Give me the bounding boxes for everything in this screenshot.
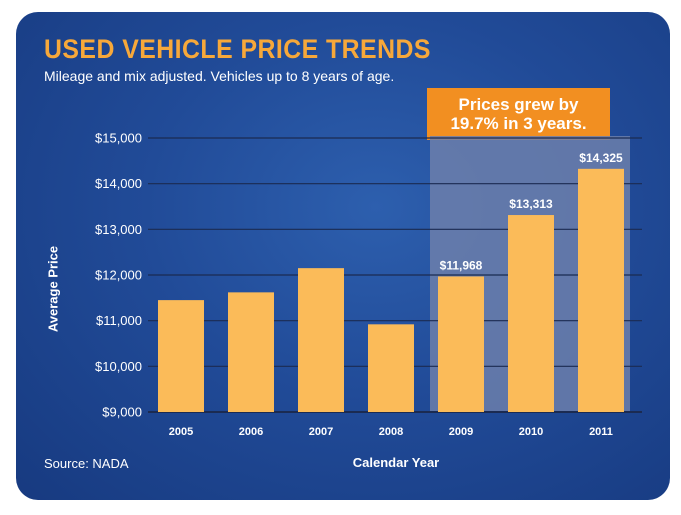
- y-tick-label: $9,000: [102, 405, 142, 420]
- bar-2010: [508, 215, 554, 412]
- bar-2011: [578, 168, 624, 412]
- callout-line-2: 19.7% in 3 years.: [450, 114, 587, 133]
- y-tick-label: $11,000: [96, 313, 142, 328]
- source-note: Source: NADA: [44, 456, 129, 471]
- data-label-2009: $11,968: [440, 258, 483, 272]
- y-tick-label: $10,000: [95, 359, 142, 374]
- x-tick-label: 2008: [379, 426, 403, 438]
- x-tick-label: 2009: [449, 426, 473, 438]
- growth-callout: Prices grew by 19.7% in 3 years.: [427, 88, 610, 140]
- y-tick-label: $12,000: [95, 268, 142, 283]
- bar-2005: [158, 300, 204, 412]
- chart-title: USED VEHICLE PRICE TRENDS: [44, 34, 431, 64]
- y-tick-label: $14,000: [95, 176, 142, 191]
- chart-subtitle: Mileage and mix adjusted. Vehicles up to…: [44, 68, 395, 84]
- x-tick-label: 2007: [309, 426, 333, 438]
- bar-2008: [368, 324, 414, 412]
- data-label-2010: $13,313: [509, 197, 553, 211]
- bar-2009: [438, 276, 484, 412]
- callout-line-1: Prices grew by: [458, 95, 579, 114]
- bar-2007: [298, 268, 344, 412]
- y-tick-label: $15,000: [95, 131, 142, 146]
- x-tick-label: 2010: [519, 426, 543, 438]
- bar-2006: [228, 292, 274, 412]
- x-tick-label: 2006: [239, 426, 263, 438]
- y-tick-label: $13,000: [95, 222, 142, 237]
- data-label-2011: $14,325: [579, 151, 623, 165]
- x-tick-label: 2005: [169, 426, 193, 438]
- x-axis-label: Calendar Year: [352, 455, 440, 470]
- x-tick-label: 2011: [589, 426, 613, 438]
